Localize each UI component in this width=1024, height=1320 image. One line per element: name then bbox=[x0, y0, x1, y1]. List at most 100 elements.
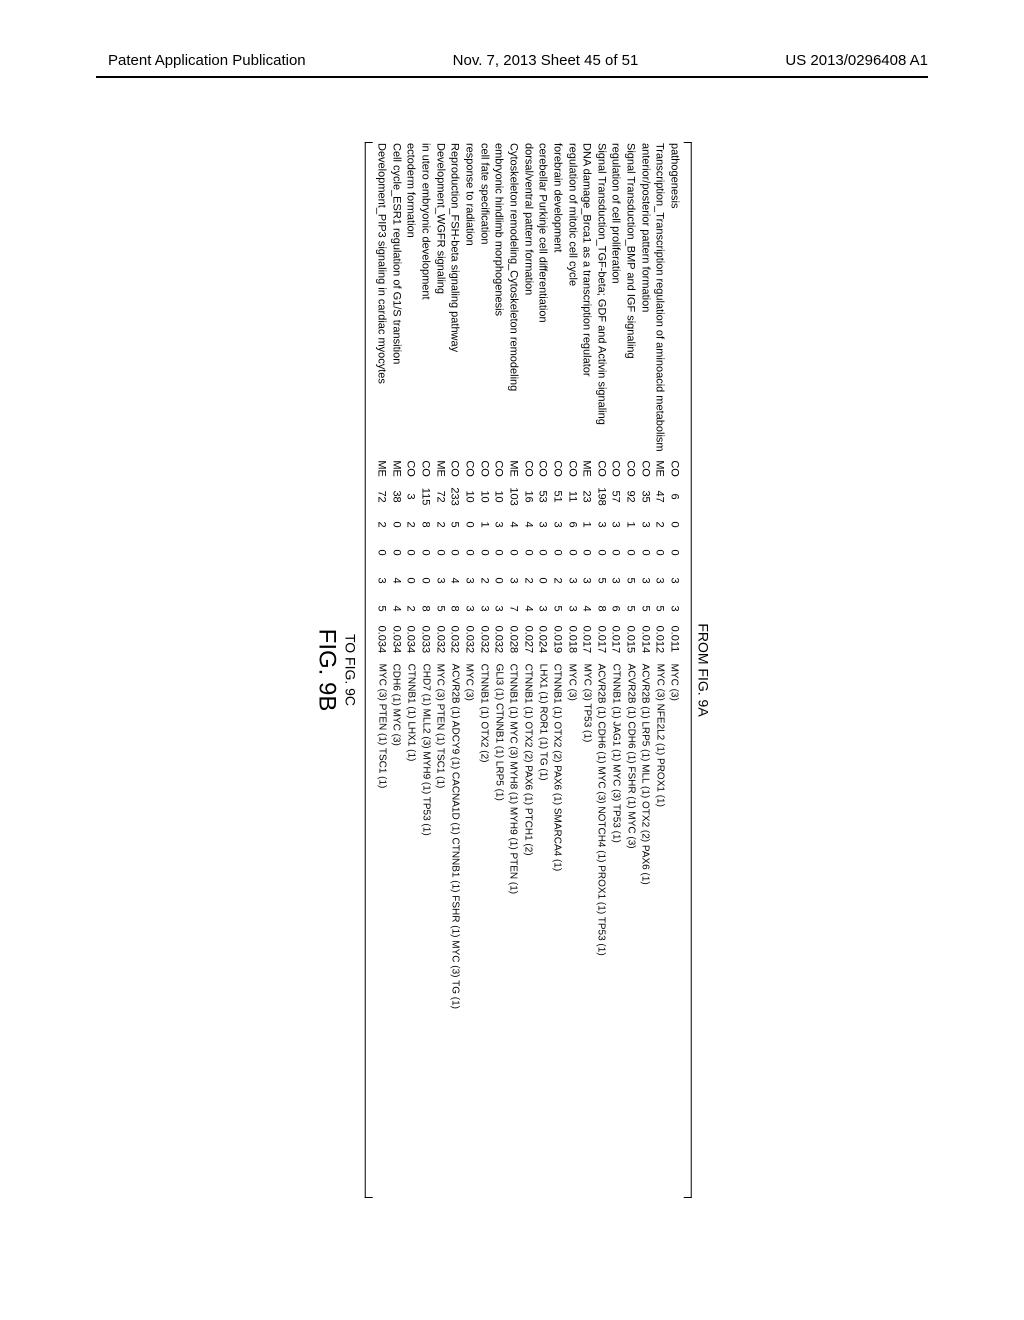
pathway-cell: cerebellar Purkinje cell differentiation bbox=[535, 140, 550, 455]
num-cell: 3 bbox=[491, 511, 506, 539]
num-cell: ME bbox=[506, 455, 521, 483]
num-cell: 1 bbox=[579, 511, 594, 539]
num-cell: 8 bbox=[418, 595, 433, 623]
from-label: FROM FIG. 9A bbox=[696, 140, 712, 1200]
num-cell: 7 bbox=[506, 595, 521, 623]
num-cell: 2 bbox=[652, 511, 667, 539]
num-cell: 0 bbox=[550, 539, 565, 567]
num-cell: 3 bbox=[462, 595, 477, 623]
num-cell: 0 bbox=[535, 567, 550, 595]
num-cell: 6 bbox=[565, 511, 580, 539]
num-cell: 0.032 bbox=[433, 623, 448, 661]
num-cell: 2 bbox=[550, 567, 565, 595]
num-cell: 115 bbox=[418, 483, 433, 511]
num-cell: 3 bbox=[609, 511, 624, 539]
num-cell: CO bbox=[565, 455, 580, 483]
num-cell: 5 bbox=[550, 595, 565, 623]
table-row: DNA damage_Brca1 as a transcription regu… bbox=[579, 140, 594, 1200]
genes-cell: ACVR2B (1) CDH6 (1) FSHR (1) MYC (3) bbox=[623, 661, 638, 1200]
num-cell: CO bbox=[418, 455, 433, 483]
num-cell: 3 bbox=[477, 595, 492, 623]
num-cell: 0 bbox=[462, 539, 477, 567]
num-cell: 10 bbox=[462, 483, 477, 511]
num-cell: 5 bbox=[638, 595, 653, 623]
data-table: pathogenesisCO600330.011MYC (3)Transcrip… bbox=[374, 140, 681, 1200]
table-row: Cell cycle_ESR1 regulation of G1/S trans… bbox=[389, 140, 404, 1200]
table-row: regulation of cell proliferationCO573036… bbox=[609, 140, 624, 1200]
num-cell: ME bbox=[433, 455, 448, 483]
pathway-cell: in utero embryonic development bbox=[418, 140, 433, 455]
num-cell: 0 bbox=[623, 539, 638, 567]
num-cell: ME bbox=[652, 455, 667, 483]
num-cell: CO bbox=[550, 455, 565, 483]
genes-cell: CTNNB1 (1) OTX2 (2) PAX6 (1) PTCH1 (2) bbox=[521, 661, 536, 1200]
num-cell: 51 bbox=[550, 483, 565, 511]
num-cell: 0 bbox=[491, 567, 506, 595]
num-cell: 3 bbox=[491, 595, 506, 623]
genes-cell: CTNNB1 (1) OTX2 (2) PAX6 (1) SMARCA4 (1) bbox=[550, 661, 565, 1200]
table-row: forebrain developmentCO5130250.019CTNNB1… bbox=[550, 140, 565, 1200]
genes-cell: MYC (3) TP53 (1) bbox=[579, 661, 594, 1200]
num-cell: 35 bbox=[638, 483, 653, 511]
table-row: pathogenesisCO600330.011MYC (3) bbox=[667, 140, 682, 1200]
num-cell: 3 bbox=[667, 595, 682, 623]
genes-cell: MYC (3) bbox=[667, 661, 682, 1200]
num-cell: ME bbox=[374, 455, 389, 483]
num-cell: 0.033 bbox=[418, 623, 433, 661]
num-cell: 0.032 bbox=[477, 623, 492, 661]
num-cell: 0 bbox=[374, 539, 389, 567]
num-cell: 0 bbox=[462, 511, 477, 539]
num-cell: 16 bbox=[521, 483, 536, 511]
pathway-cell: Cytoskeleton remodeling_Cytoskeleton rem… bbox=[506, 140, 521, 455]
table-row: cell fate specificationCO1010230.032CTNN… bbox=[477, 140, 492, 1200]
pathway-cell: forebrain development bbox=[550, 140, 565, 455]
num-cell: 2 bbox=[404, 511, 419, 539]
num-cell: 3 bbox=[374, 567, 389, 595]
header-rule bbox=[96, 76, 928, 78]
pathway-cell: Signal Transduction_BMP and IGF signalin… bbox=[623, 140, 638, 455]
num-cell: 0 bbox=[418, 539, 433, 567]
num-cell: 0.034 bbox=[374, 623, 389, 661]
num-cell: 53 bbox=[535, 483, 550, 511]
num-cell: 3 bbox=[506, 567, 521, 595]
num-cell: 0.017 bbox=[609, 623, 624, 661]
num-cell: 0 bbox=[404, 567, 419, 595]
num-cell: 0 bbox=[667, 539, 682, 567]
num-cell: 8 bbox=[447, 595, 462, 623]
num-cell: 0 bbox=[404, 539, 419, 567]
num-cell: 1 bbox=[477, 511, 492, 539]
genes-cell: LHX1 (1) ROR1 (1) TG (1) bbox=[535, 661, 550, 1200]
num-cell: 233 bbox=[447, 483, 462, 511]
num-cell: 0.012 bbox=[652, 623, 667, 661]
num-cell: 0.019 bbox=[550, 623, 565, 661]
num-cell: 0 bbox=[506, 539, 521, 567]
figure-label: FIG. 9B bbox=[312, 140, 340, 1200]
pathway-cell: pathogenesis bbox=[667, 140, 682, 455]
num-cell: 10 bbox=[477, 483, 492, 511]
num-cell: 3 bbox=[594, 511, 609, 539]
num-cell: 72 bbox=[374, 483, 389, 511]
pathway-cell: Development_PIP3 signaling in cardiac my… bbox=[374, 140, 389, 455]
num-cell: 47 bbox=[652, 483, 667, 511]
num-cell: 5 bbox=[447, 511, 462, 539]
num-cell: 5 bbox=[623, 567, 638, 595]
num-cell: 0 bbox=[433, 539, 448, 567]
num-cell: ME bbox=[389, 455, 404, 483]
genes-cell: ACVR2B (1) ADCY9 (1) CACNA1D (1) CTNNB1 … bbox=[447, 661, 462, 1200]
genes-cell: CTNNB1 (1) OTX2 (2) bbox=[477, 661, 492, 1200]
num-cell: 0.032 bbox=[447, 623, 462, 661]
num-cell: 4 bbox=[389, 567, 404, 595]
num-cell: 3 bbox=[609, 567, 624, 595]
num-cell: 4 bbox=[447, 567, 462, 595]
num-cell: 0 bbox=[521, 539, 536, 567]
num-cell: 23 bbox=[579, 483, 594, 511]
to-label: TO FIG. 9C bbox=[342, 140, 358, 1200]
num-cell: 3 bbox=[638, 511, 653, 539]
num-cell: 4 bbox=[389, 595, 404, 623]
num-cell: 3 bbox=[404, 483, 419, 511]
pathway-cell: regulation of mitotic cell cycle bbox=[565, 140, 580, 455]
header-right: US 2013/0296408 A1 bbox=[785, 52, 928, 69]
num-cell: 0 bbox=[447, 539, 462, 567]
num-cell: CO bbox=[535, 455, 550, 483]
header-center: Nov. 7, 2013 Sheet 45 of 51 bbox=[453, 52, 639, 69]
